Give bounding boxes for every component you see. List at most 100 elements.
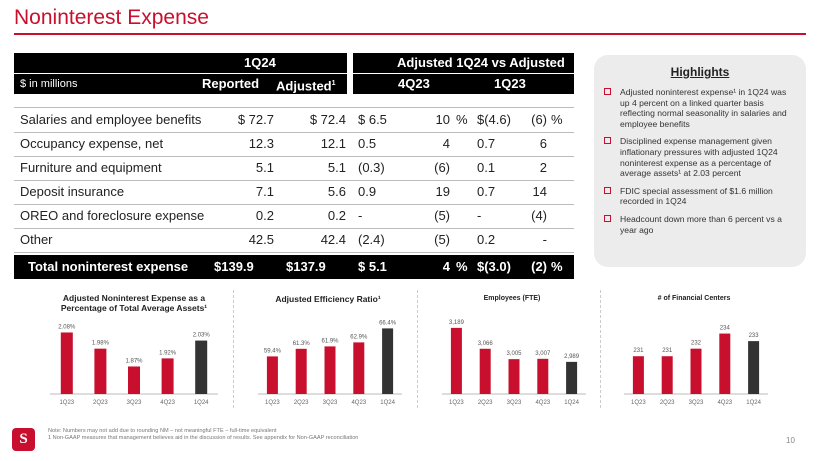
change-4q23-amount: (0.3)	[358, 160, 385, 175]
footnote-line-1: Note: Numbers may not add due to roundin…	[48, 428, 277, 434]
table-row: Occupancy expense, net 12.3 12.1 0.5 4 0.7 6	[14, 132, 574, 156]
highlight-text: FDIC special assessment of $1.6 million …	[620, 185, 773, 207]
change-4q23-amount: (2.4)	[358, 232, 385, 247]
row-label: Total noninterest expense	[28, 259, 189, 274]
x-tick-label: 2Q23	[93, 400, 108, 406]
x-tick-label: 4Q23	[535, 400, 550, 406]
change-1q23-amount: 0.1	[477, 160, 496, 175]
change-4q23-percent: 4	[442, 136, 450, 151]
table-row: OREO and foreclosure expense 0.2 0.2- (5) -(…	[14, 204, 574, 228]
adjusted-value: 0.2	[327, 208, 346, 223]
data-label: 1.87%	[125, 358, 143, 364]
chart-bar	[161, 358, 174, 394]
row-separator	[14, 252, 574, 253]
company-logo: S	[12, 428, 35, 451]
table-header-row-1: 1Q24 Adjusted 1Q24 vs Adjusted	[14, 53, 574, 73]
x-tick-label: 1Q24	[194, 400, 209, 406]
data-label: 66.4%	[379, 320, 397, 326]
chart-bar	[266, 356, 278, 394]
change-4q23-percent-sign: %	[456, 259, 468, 274]
square-bullet-icon	[604, 88, 611, 95]
change-1q23-percent: 2	[539, 160, 547, 175]
chart-divider	[600, 290, 601, 408]
change-1q23-percent: 14	[532, 184, 547, 199]
chart-bar	[748, 341, 760, 394]
data-label: 3,189	[449, 320, 465, 326]
highlights-box: Highlights Adjusted noninterest expense¹…	[594, 55, 806, 267]
x-tick-label: 4Q23	[160, 400, 175, 406]
highlights-list: Adjusted noninterest expense¹ in 1Q24 wa…	[604, 87, 796, 235]
chart-bar	[128, 366, 140, 394]
change-1q23-amount: 0.7	[477, 136, 496, 151]
highlight-item: Headcount down more than 6 percent vs a …	[604, 214, 796, 235]
row-label: Furniture and equipment	[20, 160, 162, 175]
adjusted-value: 42.4	[320, 232, 346, 247]
chart-bar	[450, 327, 462, 394]
square-bullet-icon	[604, 137, 611, 145]
adjusted-value: 5.1	[327, 160, 346, 175]
change-4q23-percent: (5)	[434, 208, 450, 223]
chart-title: Adjusted Noninterest Expense as a	[62, 293, 206, 303]
change-4q23-amount: 0.5	[358, 136, 377, 151]
chart-title: Adjusted Efficiency Ratio¹	[275, 294, 381, 304]
header-group-adjusted-vs: Adjusted 1Q24 vs Adjusted	[397, 55, 565, 70]
x-tick-label: 2Q23	[660, 400, 675, 406]
row-separator	[14, 204, 574, 205]
highlight-text: Headcount down more than 6 percent vs a …	[620, 213, 782, 235]
chart-bar	[537, 358, 549, 394]
reported-value: $139.9	[214, 259, 254, 274]
bar-chart: Adjusted Noninterest Expense as a Percent…	[44, 292, 224, 410]
square-bullet-icon	[604, 214, 611, 222]
reported-value: 12.3	[248, 136, 274, 151]
page-title: Noninterest Expense	[14, 6, 209, 29]
x-tick-label: 3Q23	[127, 400, 142, 406]
x-tick-label: 1Q24	[564, 400, 579, 406]
x-tick-label: 2Q23	[478, 400, 493, 406]
chart-bar	[719, 333, 731, 394]
data-label: 2.03%	[193, 333, 211, 339]
x-tick-label: 3Q23	[507, 400, 522, 406]
chart-bar	[566, 361, 578, 394]
highlight-item: Disciplined expense management given inf…	[604, 136, 796, 178]
change-4q23-amount: $ 5.1	[358, 259, 387, 274]
header-adjusted-label: Adjusted	[276, 78, 332, 94]
chart-bar	[661, 356, 673, 394]
bar-chart: # of Financial Centers 231 1Q23 231 2Q23 232 3…	[614, 292, 774, 410]
x-tick-label: 1Q23	[631, 400, 646, 406]
chart-svg: 3,189 1Q23 3,066 2Q23 3,005 3Q23 3,007 4Q23 2,98…	[442, 320, 586, 406]
highlight-item: FDIC special assessment of $1.6 million …	[604, 186, 796, 207]
chart-title: Percentage of Total Average Assets¹	[60, 303, 208, 313]
data-label: 3,005	[506, 351, 522, 357]
change-1q23-percent: (2)	[531, 259, 547, 274]
data-label: 3,066	[478, 341, 494, 347]
change-4q23-percent: (6)	[434, 160, 450, 175]
reported-value: 5.1	[255, 160, 274, 175]
bar-chart: Adjusted Efficiency Ratio¹ 59.4% 1Q23 61.3%…	[248, 292, 408, 410]
footnote-line-2: 1 Non-GAAP measures that management beli…	[48, 435, 359, 441]
x-tick-label: 1Q23	[265, 400, 280, 406]
table-row: Salaries and employee benefits $ 72.7 $ 72…	[14, 108, 574, 132]
change-1q23-amount: 0.7	[477, 184, 496, 199]
table-row: Deposit insurance 7.1 5.6 0.9 19 0.7 14	[14, 180, 574, 204]
header-adjusted-sup: 1	[331, 80, 336, 87]
data-label: 233	[749, 333, 760, 339]
change-4q23-percent: 19	[435, 184, 450, 199]
table-row: Furniture and equipment 5.1 5.1 (0.3) (6) 0.1…	[14, 156, 574, 180]
x-tick-label: 2Q23	[294, 400, 309, 406]
row-label: Deposit insurance	[20, 184, 125, 199]
chart-bar	[690, 348, 702, 394]
change-4q23-percent: 4	[442, 259, 450, 274]
change-1q23-percent-sign: %	[551, 259, 563, 274]
header-unit-label: $ in millions	[20, 78, 78, 90]
bar-chart: Employees (FTE) 3,189 1Q23 3,066 2Q23 3,005 3Q…	[432, 292, 592, 410]
reported-value: 0.2	[255, 208, 274, 223]
chart-bar	[195, 340, 208, 394]
header-1q23: 1Q23	[494, 76, 526, 91]
change-4q23-amount: $ 6.5	[358, 112, 387, 127]
row-label: OREO and foreclosure expense	[20, 208, 205, 223]
change-1q23-percent: 6	[539, 136, 547, 151]
change-1q23-amount: $(4.6)	[477, 112, 511, 127]
change-1q23-percent-sign: %	[551, 112, 563, 127]
x-tick-label: 4Q23	[351, 400, 366, 406]
title-rule	[14, 33, 806, 35]
